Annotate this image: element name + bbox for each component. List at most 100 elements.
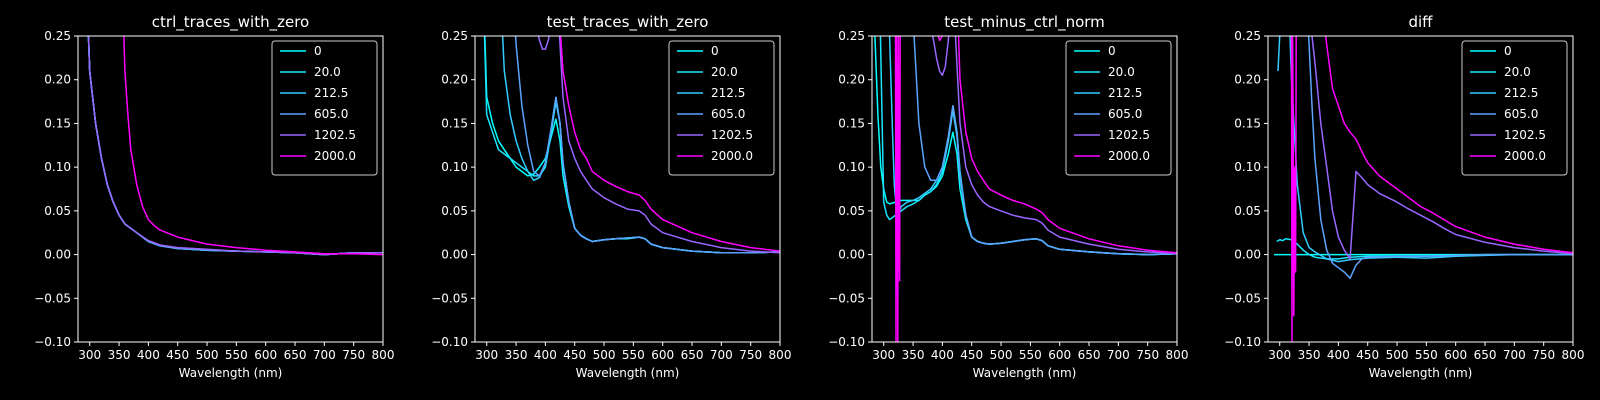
x-tick-label: 700 bbox=[1503, 348, 1526, 362]
axes-frame bbox=[871, 35, 1178, 343]
legend-label: 605.0 bbox=[1504, 107, 1538, 121]
legend-label: 20.0 bbox=[1108, 65, 1135, 79]
x-tick-label: 400 bbox=[931, 348, 954, 362]
x-tick-label: 600 bbox=[254, 348, 277, 362]
y-tick-label: 0.05 bbox=[838, 204, 865, 218]
chart-title: ctrl_traces_with_zero bbox=[152, 13, 309, 32]
y-tick-label: 0.05 bbox=[1234, 204, 1261, 218]
y-tick-label: −0.10 bbox=[34, 335, 71, 349]
x-tick-label: 350 bbox=[108, 348, 131, 362]
x-axis-label: Wavelength (nm) bbox=[973, 366, 1077, 380]
x-tick-label: 550 bbox=[1019, 348, 1042, 362]
x-tick-label: 300 bbox=[1268, 348, 1291, 362]
legend-box bbox=[668, 40, 775, 176]
x-tick-label: 800 bbox=[1166, 348, 1189, 362]
x-tick-label: 400 bbox=[1327, 348, 1350, 362]
x-tick-label: 450 bbox=[563, 348, 586, 362]
x-tick-label: 400 bbox=[534, 348, 557, 362]
y-tick-label: 0.20 bbox=[1234, 73, 1261, 87]
x-axis-label: Wavelength (nm) bbox=[576, 366, 680, 380]
x-axis-label: Wavelength (nm) bbox=[1369, 366, 1473, 380]
x-tick-label: 600 bbox=[1444, 348, 1467, 362]
axes-frame bbox=[474, 35, 781, 343]
series-line-5 bbox=[894, 36, 1177, 342]
y-tick-label: 0.15 bbox=[1234, 116, 1261, 130]
axes-frame bbox=[77, 35, 384, 343]
legend-label: 1202.5 bbox=[1504, 128, 1546, 142]
x-tick-label: 300 bbox=[872, 348, 895, 362]
x-tick-label: 500 bbox=[196, 348, 219, 362]
legend-label: 212.5 bbox=[314, 86, 348, 100]
y-tick-label: −0.10 bbox=[431, 335, 468, 349]
x-tick-label: 650 bbox=[1474, 348, 1497, 362]
x-tick-label: 550 bbox=[1415, 348, 1438, 362]
legend-label: 20.0 bbox=[711, 65, 738, 79]
x-tick-label: 350 bbox=[1298, 348, 1321, 362]
series-line-2 bbox=[1277, 36, 1573, 263]
series-line-4 bbox=[87, 36, 383, 256]
y-tick-label: 0.25 bbox=[441, 29, 468, 43]
y-tick-label: 0.15 bbox=[441, 116, 468, 130]
x-tick-label: 350 bbox=[505, 348, 528, 362]
x-tick-label: 400 bbox=[137, 348, 160, 362]
x-tick-label: 750 bbox=[1136, 348, 1159, 362]
y-tick-label: 0.20 bbox=[44, 73, 71, 87]
x-tick-label: 500 bbox=[593, 348, 616, 362]
x-tick-label: 600 bbox=[651, 348, 674, 362]
x-tick-label: 500 bbox=[1386, 348, 1409, 362]
x-tick-label: 750 bbox=[342, 348, 365, 362]
series-line-4 bbox=[1311, 36, 1573, 260]
y-tick-label: −0.10 bbox=[828, 335, 865, 349]
x-tick-label: 500 bbox=[990, 348, 1013, 362]
chart-title: diff bbox=[1408, 13, 1433, 31]
series-line-4 bbox=[537, 36, 780, 254]
x-tick-label: 700 bbox=[1107, 348, 1130, 362]
x-tick-label: 700 bbox=[313, 348, 336, 362]
x-tick-label: 450 bbox=[166, 348, 189, 362]
y-tick-label: 0.05 bbox=[441, 204, 468, 218]
chart-title: test_minus_ctrl_norm bbox=[944, 13, 1105, 32]
legend-label: 2000.0 bbox=[314, 149, 356, 163]
y-tick-label: 0.00 bbox=[838, 248, 865, 262]
series-line-5 bbox=[559, 36, 780, 252]
y-tick-label: 0.20 bbox=[441, 73, 468, 87]
series-line-3 bbox=[1307, 36, 1573, 279]
y-tick-label: 0.25 bbox=[838, 29, 865, 43]
legend-label: 2000.0 bbox=[1108, 149, 1150, 163]
legend: 0 20.0 212.5 605.0 1202.5 2000.0 bbox=[668, 40, 775, 176]
legend-label: 0 bbox=[711, 44, 719, 58]
legend: 0 20.0 212.5 605.0 1202.5 2000.0 bbox=[271, 40, 378, 176]
y-tick-label: 0.15 bbox=[838, 116, 865, 130]
legend-label: 212.5 bbox=[711, 86, 745, 100]
legend: 0 20.0 212.5 605.0 1202.5 2000.0 bbox=[1461, 40, 1568, 176]
legend-box bbox=[1065, 40, 1172, 176]
y-tick-label: 0.15 bbox=[44, 116, 71, 130]
series-line-5 bbox=[1290, 36, 1573, 342]
x-tick-label: 750 bbox=[739, 348, 762, 362]
x-tick-label: 300 bbox=[475, 348, 498, 362]
series-line-3 bbox=[913, 36, 1177, 256]
x-tick-label: 800 bbox=[1562, 348, 1585, 362]
series-lines bbox=[874, 36, 1177, 342]
legend-label: 20.0 bbox=[314, 65, 341, 79]
y-tick-label: −0.05 bbox=[1224, 291, 1261, 305]
legend-box bbox=[1461, 40, 1568, 176]
x-tick-label: 450 bbox=[960, 348, 983, 362]
legend-label: 605.0 bbox=[314, 107, 348, 121]
legend-label: 1202.5 bbox=[711, 128, 753, 142]
x-tick-label: 650 bbox=[1078, 348, 1101, 362]
y-tick-label: 0.00 bbox=[1234, 248, 1261, 262]
x-tick-label: 550 bbox=[622, 348, 645, 362]
series-line-3 bbox=[514, 36, 780, 254]
y-tick-label: 0.10 bbox=[441, 160, 468, 174]
legend: 0 20.0 212.5 605.0 1202.5 2000.0 bbox=[1065, 40, 1172, 176]
x-tick-label: 800 bbox=[769, 348, 792, 362]
y-tick-label: 0.10 bbox=[44, 160, 71, 174]
y-tick-label: 0.05 bbox=[44, 204, 71, 218]
legend-label: 0 bbox=[1504, 44, 1512, 58]
x-tick-label: 750 bbox=[1532, 348, 1555, 362]
legend-label: 212.5 bbox=[1504, 86, 1538, 100]
y-tick-label: 0.10 bbox=[838, 160, 865, 174]
